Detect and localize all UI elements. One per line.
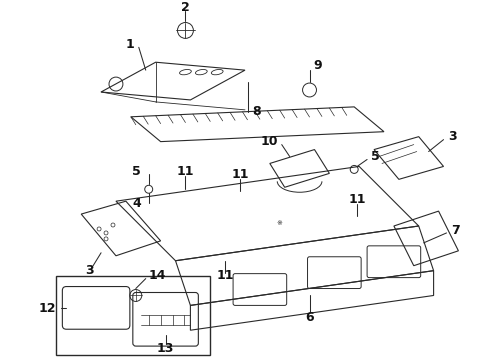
Text: 2: 2 bbox=[181, 1, 190, 14]
Text: 13: 13 bbox=[157, 342, 174, 355]
Text: 8: 8 bbox=[252, 105, 261, 118]
Text: 7: 7 bbox=[451, 224, 460, 238]
Text: 5: 5 bbox=[371, 150, 380, 163]
Text: 11: 11 bbox=[348, 193, 366, 206]
Bar bbox=[56, 276, 210, 355]
Text: 3: 3 bbox=[448, 130, 457, 143]
Text: 10: 10 bbox=[260, 135, 278, 148]
Text: ※: ※ bbox=[277, 220, 283, 226]
Text: 11: 11 bbox=[231, 168, 249, 181]
Text: 11: 11 bbox=[217, 269, 234, 282]
Text: 11: 11 bbox=[177, 165, 194, 178]
Text: 5: 5 bbox=[132, 165, 141, 178]
Text: 4: 4 bbox=[132, 197, 141, 210]
Text: 14: 14 bbox=[148, 269, 166, 282]
Text: 6: 6 bbox=[305, 311, 314, 324]
Text: 3: 3 bbox=[85, 264, 94, 277]
Text: 12: 12 bbox=[39, 302, 56, 315]
Text: 9: 9 bbox=[314, 59, 322, 72]
Text: 1: 1 bbox=[125, 38, 134, 51]
